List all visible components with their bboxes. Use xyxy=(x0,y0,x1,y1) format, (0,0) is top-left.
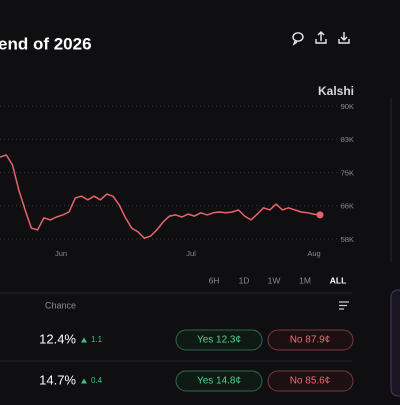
change: 0.4 xyxy=(91,376,103,385)
range-button[interactable]: 6H xyxy=(209,275,220,285)
no-label[interactable]: No 85.6¢ xyxy=(290,376,331,387)
yes-button[interactable] xyxy=(175,370,263,392)
yes-button[interactable] xyxy=(175,329,263,351)
y-tick-label: 75K xyxy=(341,168,354,177)
x-tick-label: Jun xyxy=(55,249,67,258)
sort-icon[interactable] xyxy=(339,301,349,310)
toolbar xyxy=(292,31,350,46)
x-tick-label: Aug xyxy=(307,249,320,258)
market-title: end of 2026 xyxy=(0,34,92,53)
side-card xyxy=(390,289,400,397)
y-tick-label: 90K xyxy=(341,102,354,111)
y-tick-label: 58K xyxy=(341,235,354,244)
table-header: Chance xyxy=(45,300,76,310)
no-button[interactable] xyxy=(267,370,354,392)
outcome-table: 12.4% 1.1 Yes 12.3¢ No 87.9¢ 14.7% 0.4 Yes 14.… xyxy=(0,329,354,392)
download-icon[interactable] xyxy=(338,32,350,44)
up-arrow xyxy=(81,337,87,343)
brand: Kalshi xyxy=(318,84,354,98)
comment-icon[interactable] xyxy=(292,32,304,46)
share-icon[interactable] xyxy=(315,31,327,44)
y-tick-label: 83K xyxy=(341,135,354,144)
no-label[interactable]: No 87.9¢ xyxy=(290,335,331,346)
no-button[interactable] xyxy=(267,329,354,351)
range-button[interactable]: 1M xyxy=(299,275,311,285)
x-tick-label: Jul xyxy=(186,249,196,258)
chance: 12.4% xyxy=(39,331,76,346)
range-button[interactable]: 1W xyxy=(268,275,281,285)
price-chart: 90K 83K 75K 66K 58K Jun Jul Aug xyxy=(0,102,354,258)
chance: 14.7% xyxy=(39,372,76,387)
range-button[interactable]: 1D xyxy=(239,275,250,285)
last-point xyxy=(316,211,324,219)
range-button[interactable]: ALL xyxy=(330,275,347,285)
yes-label[interactable]: Yes 12.3¢ xyxy=(197,335,241,346)
change: 1.1 xyxy=(91,335,103,344)
y-tick-label: 66K xyxy=(341,202,354,211)
price-line xyxy=(0,154,321,239)
yes-label[interactable]: Yes 14.8¢ xyxy=(197,376,241,387)
up-arrow xyxy=(81,378,87,384)
